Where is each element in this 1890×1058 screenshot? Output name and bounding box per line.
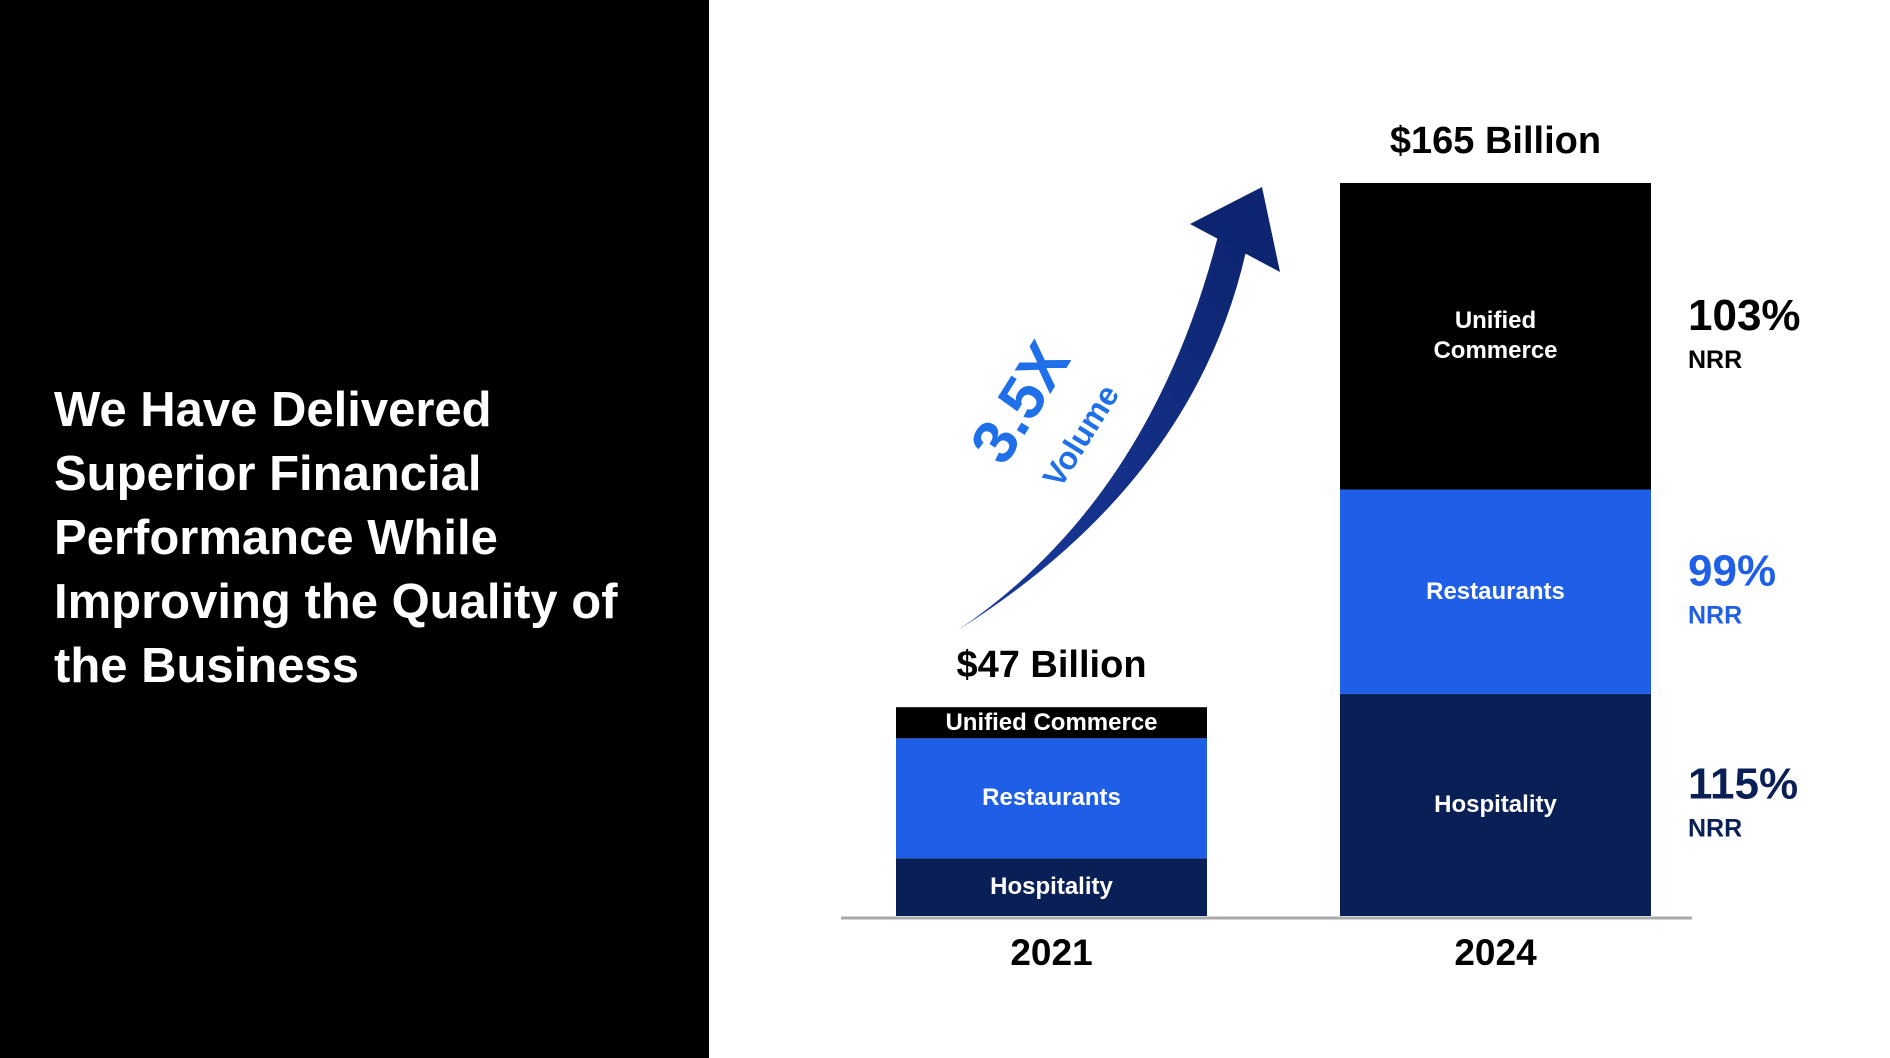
title-panel: We Have Delivered Superior Financial Per…	[0, 0, 709, 1058]
bar-segment	[896, 707, 1207, 739]
segment-label: Unified Commerce	[1433, 307, 1558, 365]
nrr-caption: NRR	[1688, 815, 1742, 843]
x-tick-label: 2021	[1010, 932, 1092, 973]
total-label: $47 Billion	[956, 644, 1146, 686]
bar-segment	[896, 738, 1207, 859]
nrr-value: 103%	[1688, 291, 1801, 340]
bar-segment	[1340, 489, 1651, 694]
nrr-caption: NRR	[1688, 601, 1742, 629]
nrr-value: 115%	[1688, 760, 1798, 809]
slide-title: We Have Delivered Superior Financial Per…	[54, 383, 618, 693]
x-tick-label: 2024	[1454, 932, 1537, 973]
growth-arrow-head	[1190, 187, 1280, 272]
growth-arrow	[958, 236, 1247, 630]
segment-label: Restaurants	[982, 784, 1121, 812]
bar-segment	[1340, 183, 1651, 490]
total-label: $165 Billion	[1390, 120, 1601, 162]
nrr-caption: NRR	[1688, 346, 1742, 374]
nrr-value: 99%	[1688, 546, 1776, 595]
segment-label: Unified Commerce	[945, 708, 1158, 736]
segment-label: Hospitality	[990, 873, 1113, 901]
bar-segment	[1340, 693, 1651, 916]
segment-label: Restaurants	[1426, 577, 1565, 605]
bar-segment	[896, 858, 1207, 916]
segment-label: Hospitality	[1434, 790, 1557, 818]
